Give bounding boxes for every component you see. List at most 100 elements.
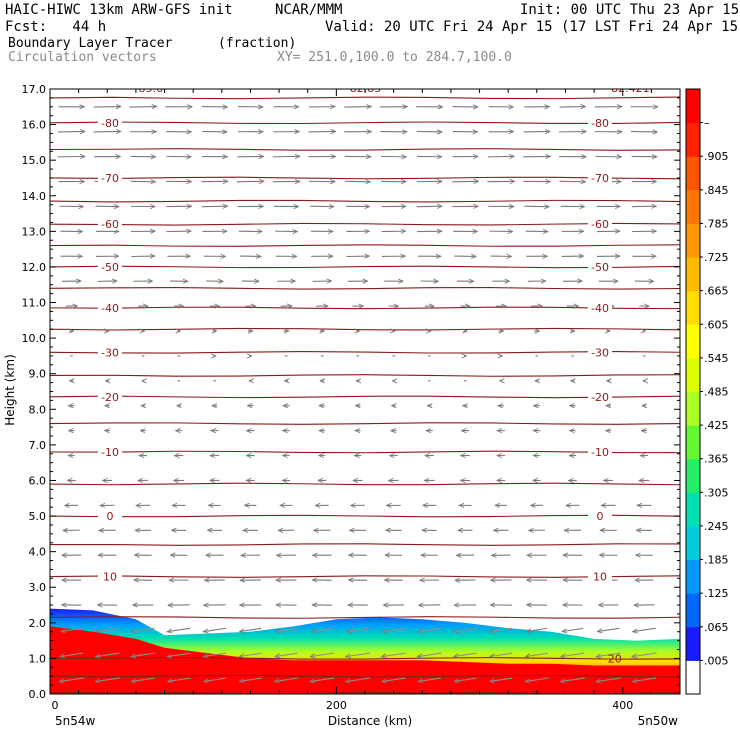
contour-label-bg [98,218,122,231]
org-label: NCAR/MMM [275,2,343,18]
y-tick-label: 8.0 [29,403,47,416]
y-axis-label: Height (km) [3,354,17,425]
contour-label: -30 [591,346,609,359]
y-tick-label: 6.0 [29,474,47,487]
circulation-vector [597,627,620,631]
contour-label: 10 [593,571,607,584]
contour-label: -60 [591,218,609,231]
contour-label: 0 [107,510,114,523]
colorbar-label: .605 [704,318,729,331]
circulation-vector [167,627,191,632]
contour-label-bg [98,390,122,403]
circulation-vector [312,627,333,631]
colorbar-swatch [686,525,700,561]
circulation-vector [523,131,550,132]
temperature-contour [50,374,680,377]
circulation-vector [560,677,585,682]
contour-label: -10 [591,446,609,459]
circulation-vector [346,652,371,657]
colorbar-label: .425 [704,419,729,432]
contour-top-label: -82.421 [607,82,649,95]
colorbar-label: .785 [704,217,729,230]
colorbar-label: .485 [704,386,729,399]
contour-label-bg [588,218,612,231]
contour-label: -10 [101,446,119,459]
x-axis-label: Distance (km) [328,714,412,728]
y-tick-label: 2.0 [29,617,47,630]
circulation-vector [418,677,441,681]
contour-label-bg [98,171,122,184]
y-tick-label: 0.0 [29,688,47,701]
cross-section-coords: XY= 251.0,100.0 to 284.7,100.0 [277,50,512,65]
circulation-vector [381,156,406,157]
contour-label-bg [98,510,122,523]
colorbar-swatch [686,324,700,359]
temperature-contour [50,674,680,678]
circulation-vector [382,677,406,682]
temperature-contour [50,482,680,486]
colorbar-swatch [686,660,700,695]
contour-label-bg [98,570,122,583]
colorbar-label: .185 [704,554,729,567]
colorbar-label: .665 [704,285,729,298]
contour-label: 10 [103,571,117,584]
contour-label: -50 [591,261,609,274]
circulation-vector [596,677,621,682]
temperature-contour [50,575,680,578]
circulation-vector [562,627,584,631]
circulation-vector [239,677,262,681]
contour-label: -50 [101,261,119,274]
temperature-contour [50,265,680,269]
colorbar-swatch [686,189,700,224]
circulation-vector [203,652,227,656]
temperature-contour [50,422,680,425]
plot-background [50,89,680,694]
temperature-contour [50,148,680,151]
contour-label: -80 [101,117,119,130]
y-tick-label: 15.0 [22,154,47,167]
circulation-vector [418,627,442,632]
temperature-contour [50,657,680,660]
colorbar-label: .005 [704,654,729,667]
colorbar-label: .245 [704,520,729,533]
circulation-vector [595,156,621,157]
x-tick-label: 0 [52,699,59,712]
x-start-location: 5n54w [55,714,96,728]
circulation-vector [203,627,227,631]
y-tick-label: 4.0 [29,546,47,559]
colorbar-swatch [686,89,700,124]
circulation-vector [454,652,477,656]
y-tick-label: 12.0 [22,261,47,274]
circulation-vector [201,206,228,207]
temperature-contour [50,222,680,226]
colorbar-swatch [686,223,700,258]
contour-label-bg [588,446,612,458]
temperature-contour [50,514,680,518]
temperature-contour [50,395,680,399]
circulation-vector [131,652,156,657]
circulation-vector [490,627,512,631]
contour-label: -80 [591,117,609,130]
y-tick-label: 13.0 [22,225,47,238]
circulation-vector [632,652,657,657]
y-tick-label: 7.0 [29,439,47,452]
circulation-vector [490,652,513,656]
temperature-contour [50,121,680,125]
colorbar-label: .905 [704,150,729,163]
y-tick-label: 14.0 [22,190,47,203]
circulation-vector [382,627,406,631]
boundary-layer-core [50,626,680,694]
contour-label: -70 [591,172,609,185]
model-title: HAIC-HIWC 13km ARW-GFS init [5,2,233,18]
temperature-contour [50,96,680,100]
contour-label-bg [588,346,612,359]
circulation-vector [59,677,84,682]
colorbar-swatch [686,156,700,191]
circulation-vector [168,677,191,681]
circulation-vector [526,652,549,656]
circulation-vector [452,181,478,182]
circulation-vector [308,131,335,132]
init-time: Init: 00 UTC Thu 23 Apr 15 [520,2,740,18]
contour-label: -20 [101,391,119,404]
circulation-vector [346,677,371,682]
